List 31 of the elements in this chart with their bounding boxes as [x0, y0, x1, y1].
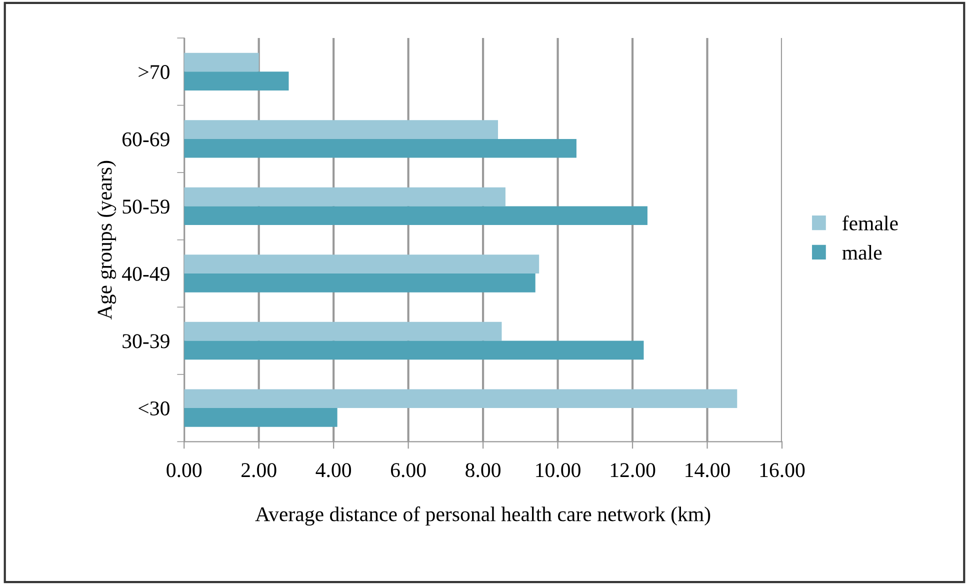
- x-tick-label: 0.00: [166, 463, 202, 478]
- legend-label: female: [842, 216, 898, 230]
- x-tick-label: 8.00: [466, 463, 500, 478]
- bar: [184, 52, 259, 72]
- bar: [184, 273, 536, 292]
- x-tick-label: 2.00: [242, 463, 276, 478]
- x-tick-label: 4.00: [316, 463, 352, 478]
- y-axis-title: Age groups (years): [97, 160, 116, 320]
- bar: [184, 138, 576, 158]
- y-tick-label: >70: [138, 65, 170, 80]
- bar: [184, 389, 738, 408]
- bar: [184, 254, 540, 274]
- y-tick-label: 30-39: [122, 334, 170, 348]
- bar: [184, 408, 338, 427]
- x-tick-label: 10.00: [536, 463, 580, 478]
- x-tick-label: 14.00: [686, 463, 730, 478]
- legend-label: male: [842, 245, 882, 260]
- bar: [184, 206, 648, 226]
- y-tick-label: 40-49: [122, 266, 170, 281]
- bar: [184, 322, 502, 341]
- x-tick-label: 6.00: [390, 463, 426, 478]
- bar: [184, 72, 289, 90]
- x-tick-label: 12.00: [610, 463, 656, 478]
- y-tick-label: <30: [138, 401, 170, 416]
- bar: [184, 120, 498, 139]
- x-tick-label: 16.00: [760, 463, 805, 478]
- y-tick-label: 50-59: [122, 200, 170, 214]
- bar: [184, 187, 506, 206]
- y-tick-label: 60-69: [122, 132, 170, 146]
- x-axis-title: Average distance of personal health care network (km): [255, 506, 710, 526]
- bar: [184, 340, 644, 360]
